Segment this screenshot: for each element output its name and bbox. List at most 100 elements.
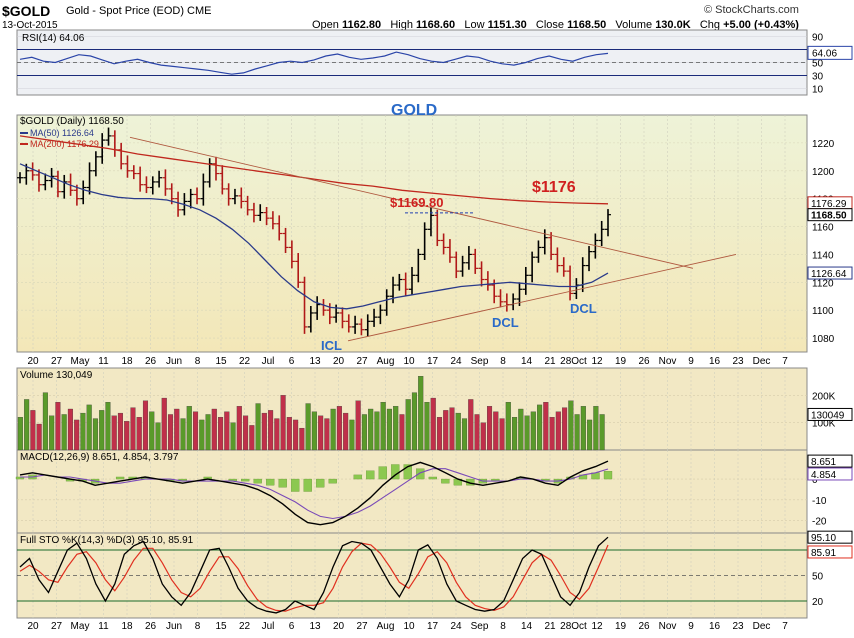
macd-histogram-bar	[403, 464, 412, 480]
macd-histogram-bar	[303, 478, 312, 492]
volume-bar	[474, 414, 480, 451]
volume-bar	[55, 402, 61, 451]
volume-bar	[211, 408, 217, 451]
volume-bar	[555, 411, 561, 451]
macd-tick-label: 0	[812, 475, 818, 486]
macd-histogram-bar	[416, 468, 425, 480]
ma200-value-label: 1176.29	[811, 199, 847, 210]
volume-bar	[67, 408, 73, 451]
macd-histogram-bar	[366, 470, 375, 480]
macd-value-badge	[807, 454, 853, 468]
volume-bar	[524, 415, 530, 451]
x-tick-label: Sep	[471, 621, 489, 632]
open-value: 1162.80	[341, 19, 382, 31]
price-legend-symbol: $GOLD (Daily) 1168.50	[20, 116, 124, 127]
volume-bar	[568, 400, 574, 451]
volume-bar	[268, 410, 274, 451]
macd-line	[19, 460, 609, 526]
chg-value: +5.00 (+0.43%)	[723, 19, 799, 31]
x-tick-label: 23	[732, 621, 744, 632]
x-tick-label: 20	[333, 621, 345, 632]
x-tick-label: Nov	[659, 621, 677, 632]
macd-histogram-bar	[603, 471, 613, 480]
volume-bar	[105, 402, 111, 451]
x-tick-label: 12	[591, 356, 603, 367]
x-tick-label: Sep	[471, 356, 489, 367]
close-value: 1168.50	[567, 19, 607, 31]
x-tick-label: 21	[544, 356, 556, 367]
x-tick-label: 14	[521, 356, 533, 367]
high-value: 1168.60	[416, 19, 456, 31]
volume-bar	[405, 399, 411, 451]
volume-bar	[286, 417, 292, 451]
description-text: Gold - Spot Price (EOD)	[66, 5, 184, 17]
volume-bar	[299, 427, 305, 451]
x-tick-label: 10	[403, 356, 415, 367]
x-tick-label: 8	[195, 621, 201, 632]
x-tick-label: 27	[356, 621, 368, 632]
volume-bar	[255, 403, 261, 451]
x-tick-label: 16	[709, 356, 721, 367]
volume-bar	[236, 406, 242, 451]
x-tick-label: Dec	[753, 356, 771, 367]
chg-label: Chg	[699, 19, 721, 31]
macd-histogram-bar	[316, 478, 325, 488]
volume-bar	[274, 418, 280, 451]
volume-bar	[293, 419, 299, 451]
macd-histogram-bar	[328, 478, 337, 484]
ma200-line	[19, 135, 609, 205]
x-tick-label: 8	[500, 356, 506, 367]
x-tick-label: 6	[289, 621, 295, 632]
open-label: Open	[312, 19, 339, 31]
x-tick-label: 24	[450, 356, 462, 367]
macd-histogram-bar	[428, 476, 438, 480]
high-label: High	[390, 19, 413, 31]
x-tick-label: Jun	[166, 621, 182, 632]
volume-bar	[368, 408, 374, 451]
volume-bar	[180, 418, 186, 451]
rsi-tick-label: 30	[812, 72, 824, 83]
x-tick-label: Jun	[166, 356, 182, 367]
ma200-annotation: $1176	[532, 179, 576, 196]
x-tick-label: 7	[782, 356, 788, 367]
macd-histogram-bar	[241, 478, 250, 482]
x-tick-label: 17	[427, 356, 439, 367]
macd-histogram-bar	[266, 478, 275, 486]
volume-bar	[149, 411, 155, 451]
x-tick-label: Aug	[377, 621, 395, 632]
chart-description: Gold - Spot Price (EOD) CME	[66, 5, 212, 17]
price-tick-label: 1200	[812, 167, 835, 178]
signal-value-badge	[807, 467, 853, 481]
volume-bar	[155, 422, 161, 451]
volume-bar	[493, 411, 499, 451]
sto-tick-label: 50	[812, 572, 824, 583]
x-tick-label: 26	[638, 621, 650, 632]
x-tick-label: 17	[427, 621, 439, 632]
low-value: 1151.30	[487, 19, 527, 31]
ma50-value-label: 1126.64	[811, 269, 847, 280]
x-tick-label: 26	[145, 621, 157, 632]
volume-bar	[174, 408, 180, 451]
volume-value-badge	[807, 407, 853, 421]
x-tick-label: 27	[356, 356, 368, 367]
volume-bar	[530, 411, 536, 451]
macd-histogram-bar	[115, 476, 125, 480]
volume-bar	[512, 417, 518, 451]
volume-bar	[17, 417, 23, 451]
volume-bar	[355, 400, 361, 451]
close-value-label: 1168.50	[811, 211, 847, 222]
x-tick-label: 15	[215, 356, 227, 367]
x-tick-label: 27	[51, 356, 63, 367]
volume-bar	[486, 406, 493, 451]
x-tick-label: Jul	[262, 356, 275, 367]
macd-tick-label: -10	[812, 496, 827, 507]
rsi-value-label: 64.06	[812, 48, 837, 59]
x-tick-label: 18	[121, 621, 133, 632]
rsi-value-badge	[807, 45, 853, 60]
volume-bar	[436, 417, 443, 451]
gold-annotation: GOLD	[391, 102, 437, 119]
volume-label: Volume	[615, 19, 653, 31]
x-tick-label: Nov	[659, 356, 677, 367]
x-tick-label: 8	[500, 621, 506, 632]
